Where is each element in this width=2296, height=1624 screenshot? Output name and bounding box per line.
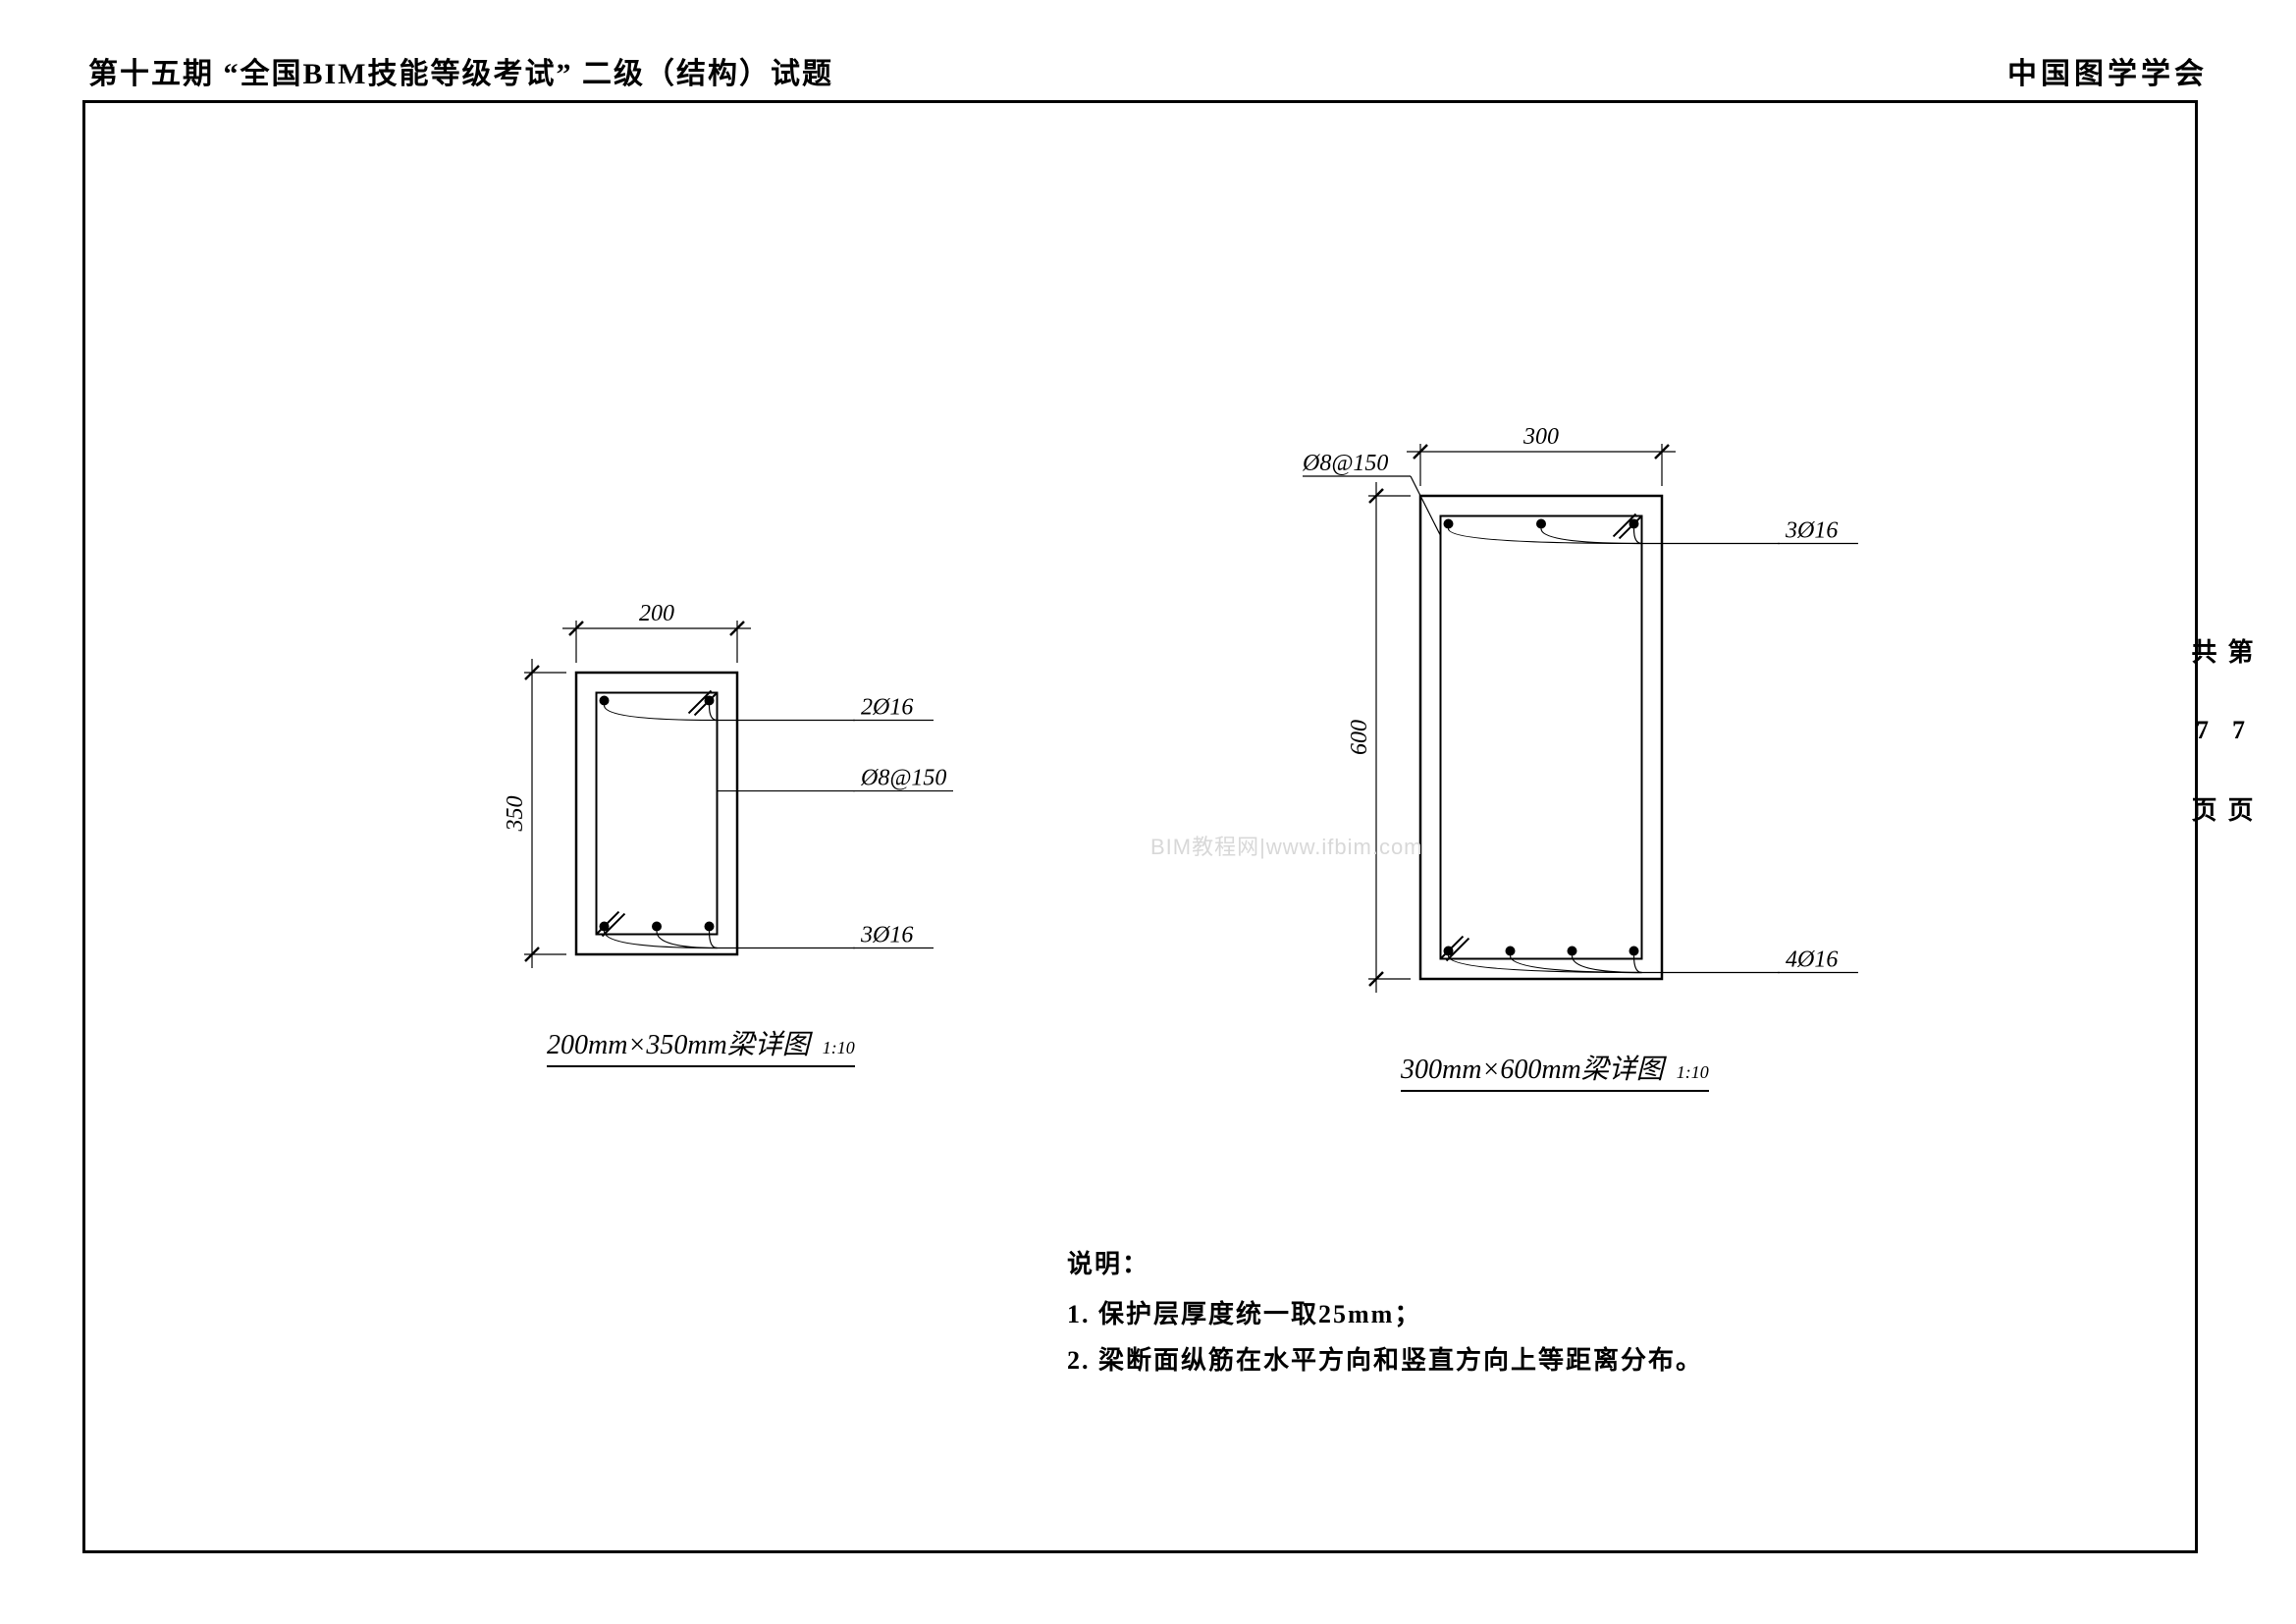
notes-title: 说明：: [1067, 1242, 1703, 1288]
svg-text:4Ø16: 4Ø16: [1786, 947, 1838, 973]
caption-a-text: 200mm×350mm梁详图: [547, 1030, 810, 1060]
drawing-frame: 200 350 2Ø16 Ø8@150 3Ø16 300 600 3Ø16 Ø8@150 4Ø1…: [82, 100, 2198, 1553]
svg-text:350: 350: [503, 796, 528, 833]
header-title-right: 中国图学学会: [2007, 49, 2208, 92]
svg-text:600: 600: [1347, 720, 1372, 755]
caption-a-scale: 1:10: [823, 1038, 855, 1057]
beam-section-a: 2003502Ø16Ø8@1503Ø16: [473, 579, 934, 994]
svg-text:Ø8@150: Ø8@150: [1302, 451, 1388, 476]
page-current: 第 7 页: [2224, 638, 2253, 834]
header-title-left: 第十五期 “全国BIM技能等级考试” 二级（结构）试题: [88, 49, 833, 92]
page-number: 第 7 页 共 7 页: [2184, 638, 2257, 834]
svg-text:200: 200: [639, 601, 674, 626]
svg-text:300: 300: [1522, 424, 1559, 450]
caption-caption-a: 200mm×350mm梁详图 1:10: [547, 1023, 855, 1067]
watermark: BIM教程网|www.ifbim.com: [1150, 830, 1423, 861]
svg-text:3Ø16: 3Ø16: [1785, 518, 1838, 544]
page-total: 共 7 页: [2188, 638, 2216, 834]
notes-block: 说明： 1. 保护层厚度统一取25mm； 2. 梁断面纵筋在水平方向和竖直方向上…: [1067, 1242, 1703, 1383]
beam-section-b: 3006003Ø16Ø8@1504Ø16: [1317, 403, 1858, 1018]
diagram-area: 200 350 2Ø16 Ø8@150 3Ø16 300 600 3Ø16 Ø8@150 4Ø1…: [85, 103, 2195, 1550]
caption-b-scale: 1:10: [1677, 1062, 1709, 1082]
svg-text:Ø8@150: Ø8@150: [860, 766, 946, 791]
svg-text:3Ø16: 3Ø16: [860, 923, 913, 948]
caption-b-text: 300mm×600mm梁详图: [1401, 1055, 1664, 1085]
notes-line-1: 1. 保护层厚度统一取25mm；: [1067, 1292, 1703, 1338]
caption-caption-b: 300mm×600mm梁详图 1:10: [1401, 1048, 1709, 1092]
svg-text:2Ø16: 2Ø16: [861, 695, 913, 721]
notes-line-2: 2. 梁断面纵筋在水平方向和竖直方向上等距离分布。: [1067, 1338, 1703, 1384]
